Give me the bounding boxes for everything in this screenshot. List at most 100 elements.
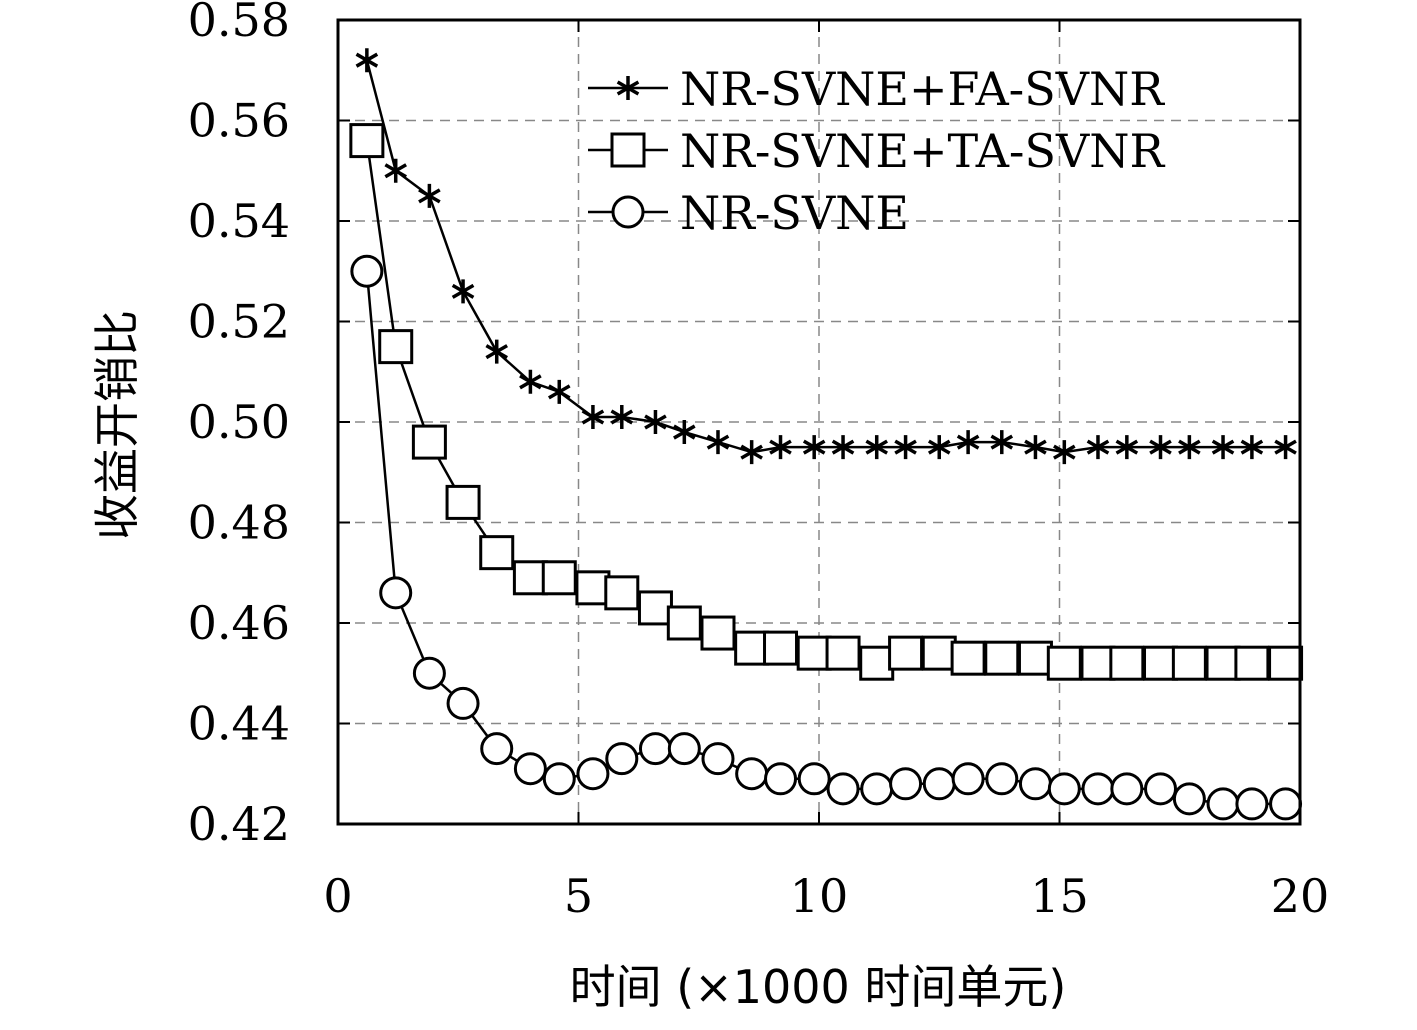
data-point (576, 757, 610, 791)
data-point (666, 605, 702, 641)
y-tick-label: 0.42 (188, 797, 290, 851)
data-point (605, 742, 639, 776)
data-point (922, 767, 956, 801)
data-point (411, 424, 447, 460)
data-point (542, 762, 576, 796)
data-point (519, 369, 542, 394)
y-tick-label: 0.44 (188, 697, 290, 751)
y-tick-label: 0.54 (188, 194, 290, 248)
data-point (1053, 440, 1076, 465)
data-point (1143, 645, 1179, 681)
legend-marker (611, 195, 645, 229)
data-point (860, 772, 894, 806)
legend-label: NR-SVNE+TA-SVNR (680, 124, 1165, 178)
series-layer (349, 48, 1304, 821)
data-point (1269, 787, 1303, 821)
data-point (379, 576, 413, 610)
data-point (921, 635, 957, 671)
data-point (1205, 645, 1241, 681)
legend-entry: NR-SVNE+TA-SVNR (588, 124, 1165, 178)
data-point (604, 575, 640, 611)
y-tick-label: 0.58 (188, 0, 290, 47)
data-point (1109, 645, 1145, 681)
data-point (384, 158, 407, 183)
legend-label: NR-SVNE (680, 186, 909, 240)
data-point (1086, 435, 1110, 460)
x-tick-label: 10 (790, 869, 849, 923)
data-point (479, 535, 515, 571)
data-point (350, 254, 384, 288)
data-point (1274, 435, 1297, 460)
data-point (796, 635, 832, 671)
data-point (706, 430, 730, 455)
data-point (865, 435, 888, 460)
data-point (1240, 435, 1264, 460)
data-point (446, 686, 480, 720)
data-point (1018, 767, 1052, 801)
data-point (485, 339, 508, 364)
data-point (480, 732, 514, 766)
data-point (797, 762, 831, 796)
data-point (1115, 435, 1139, 460)
data-point (513, 752, 547, 786)
data-point (673, 420, 696, 445)
data-point (1234, 645, 1270, 681)
legend-marker (616, 76, 640, 100)
x-tick-label: 0 (323, 869, 352, 923)
data-point (1171, 645, 1207, 681)
data-point (700, 615, 736, 651)
data-point (1080, 645, 1116, 681)
data-point (802, 435, 826, 460)
tick-labels: 0 5 10 15 20 0.42 0.44 0.46 0.48 0.50 0.52 0.54 0.56… (188, 0, 1330, 923)
x-tick-label: 15 (1030, 869, 1089, 923)
y-axis-title: 收益开销比 (90, 310, 144, 540)
data-point (831, 435, 855, 460)
data-point (763, 630, 799, 666)
data-point (637, 590, 673, 626)
legend-entry: NR-SVNE+FA-SVNR (588, 62, 1165, 116)
legend-marker (610, 132, 646, 168)
y-tick-label: 0.56 (188, 94, 290, 148)
plot-frame (336, 18, 1302, 826)
series-circle (350, 254, 1303, 821)
data-point (541, 560, 577, 596)
data-point (1268, 645, 1304, 681)
data-point (984, 640, 1020, 676)
data-point (927, 435, 951, 460)
y-tick-label: 0.50 (188, 395, 290, 449)
x-axis-title: 时间 (×1000 时间单元) (570, 960, 1067, 1014)
data-point (985, 762, 1019, 796)
data-point (1081, 772, 1115, 806)
data-point (859, 645, 895, 681)
data-point (1047, 772, 1081, 806)
data-point (349, 123, 385, 159)
data-point (894, 435, 917, 460)
data-point (740, 440, 763, 465)
data-point (451, 279, 475, 304)
x-tick-label: 20 (1271, 869, 1330, 923)
data-point (889, 767, 923, 801)
data-point (610, 404, 634, 429)
data-point (1024, 435, 1047, 460)
y-tick-label: 0.48 (188, 496, 290, 550)
data-point (667, 732, 701, 766)
data-point (956, 430, 980, 455)
legend-label: NR-SVNE+FA-SVNR (680, 62, 1165, 116)
data-point (1235, 787, 1269, 821)
y-tick-label: 0.46 (188, 596, 290, 650)
data-point (735, 757, 769, 791)
data-point (1206, 787, 1240, 821)
data-point (951, 762, 985, 796)
data-point (764, 762, 798, 796)
data-point (826, 772, 860, 806)
series-line (365, 59, 1286, 454)
data-point (1110, 772, 1144, 806)
data-point (1172, 782, 1206, 816)
data-point (512, 560, 548, 596)
data-point (638, 732, 672, 766)
data-point (888, 635, 924, 671)
data-point (418, 183, 441, 208)
data-point (990, 430, 1014, 455)
data-point (644, 410, 667, 434)
